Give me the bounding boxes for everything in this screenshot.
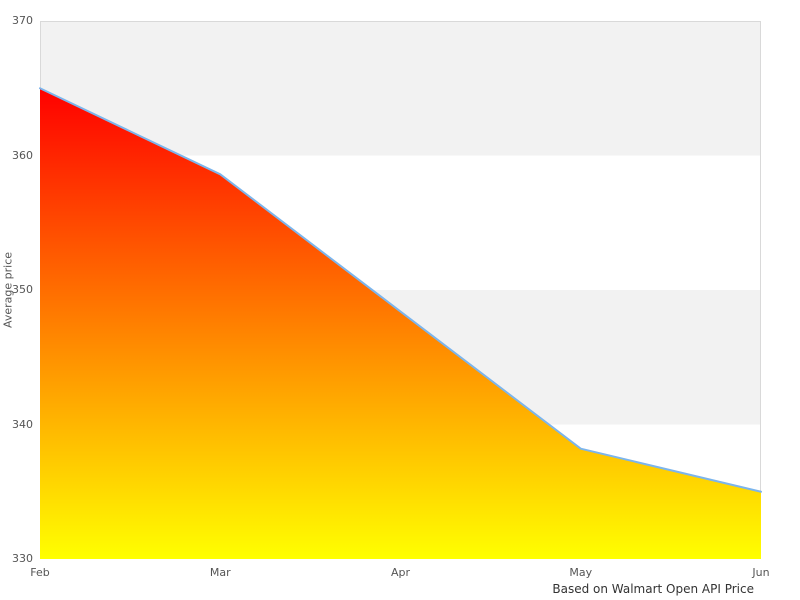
y-tick-label: 330 bbox=[12, 552, 33, 565]
x-tick-label: Jun bbox=[752, 566, 770, 579]
price-series-line bbox=[39, 87, 762, 493]
y-tick-label: 360 bbox=[12, 148, 33, 162]
chart-caption: Based on Walmart Open API Price bbox=[552, 582, 754, 596]
y-tick-label: 340 bbox=[12, 417, 33, 431]
x-tick-label: Apr bbox=[390, 566, 411, 579]
x-tick-label: Mar bbox=[209, 566, 231, 579]
x-tick-label: Feb bbox=[30, 566, 50, 579]
y-tick-label: 370 bbox=[12, 14, 33, 27]
x-tick-label: May bbox=[569, 566, 593, 579]
price-area-series bbox=[40, 88, 761, 559]
y-tick-label: 350 bbox=[12, 283, 33, 296]
y-axis-band bbox=[40, 21, 761, 156]
